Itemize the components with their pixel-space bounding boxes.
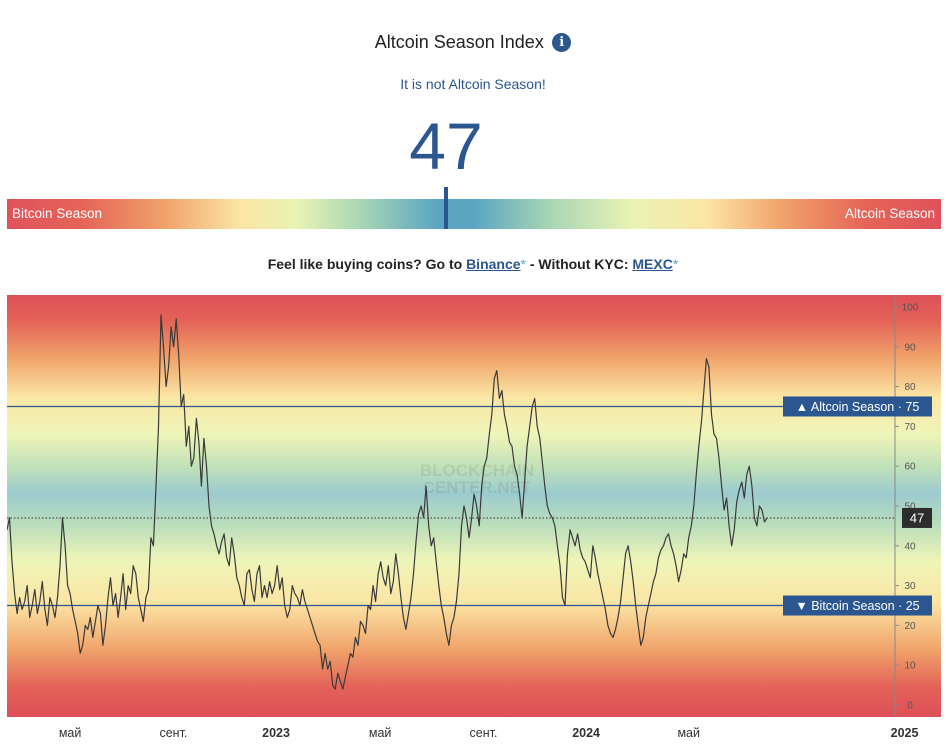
y-tick-label: 0 (907, 701, 913, 712)
gauge-needle (443, 187, 448, 229)
promo-line: Feel like buying coins? Go to Binance* -… (0, 256, 946, 272)
current-value-badge (902, 507, 932, 528)
y-tick-label: 40 (904, 541, 916, 552)
page-title: Altcoin Season Index (374, 32, 544, 52)
index-value: 47 (409, 109, 483, 183)
chart-background (7, 295, 941, 717)
x-tick-label: сент. (470, 726, 498, 740)
watermark-line-2: CENTER.NET (423, 478, 532, 497)
season-status: It is not Altcoin Season! (400, 76, 546, 92)
binance-link[interactable]: Binance (466, 256, 521, 272)
reference-label: ▼ Bitcoin Season · 25 (795, 599, 919, 613)
reference-label: ▲ Altcoin Season · 75 (796, 400, 920, 414)
altseason-history-chart[interactable]: BLOCKCHAIN CENTER.NET 0 10 20 30 40 50 60 70 80 9… (7, 295, 941, 753)
x-tick-label: май (677, 726, 700, 740)
mexc-star: * (672, 256, 679, 272)
y-tick-label: 80 (904, 382, 916, 393)
y-tick-label: 70 (904, 422, 916, 433)
reference-label-box (783, 595, 932, 616)
x-tick-label: 2023 (262, 726, 290, 740)
y-tick-label: 90 (904, 342, 916, 353)
title-row: Altcoin Season Index i (0, 32, 946, 53)
y-tick-label: 50 (904, 502, 916, 513)
series-line (7, 314, 768, 690)
y-tick-label: 20 (904, 621, 916, 632)
x-tick-label: сент. (159, 726, 187, 740)
x-tick-label: май (59, 726, 82, 740)
x-tick-label: май (369, 726, 392, 740)
promo-text-mid: - Without KYC: (525, 256, 633, 272)
y-tick-label: 100 (902, 302, 919, 313)
gauge-label-bitcoin: Bitcoin Season (12, 206, 103, 221)
y-tick-label: 60 (904, 462, 916, 473)
gauge-label-altcoin: Altcoin Season (844, 206, 935, 221)
current-value-label: 47 (910, 510, 924, 525)
binance-star: * (520, 256, 526, 272)
reference-label-box (783, 396, 932, 417)
promo-text: Feel like buying coins? Go to (267, 256, 467, 272)
y-tick-label: 30 (904, 581, 916, 592)
watermark: BLOCKCHAIN CENTER.NET (420, 461, 534, 497)
mexc-link[interactable]: MEXC (632, 256, 673, 272)
x-tick-label: 2024 (572, 726, 600, 740)
info-icon[interactable]: i (552, 33, 572, 52)
season-gauge: Bitcoin Season Altcoin Season (7, 187, 941, 229)
watermark-line-1: BLOCKCHAIN (420, 461, 534, 480)
y-tick-label: 10 (904, 661, 916, 672)
x-tick-label: 2025 (891, 726, 919, 740)
